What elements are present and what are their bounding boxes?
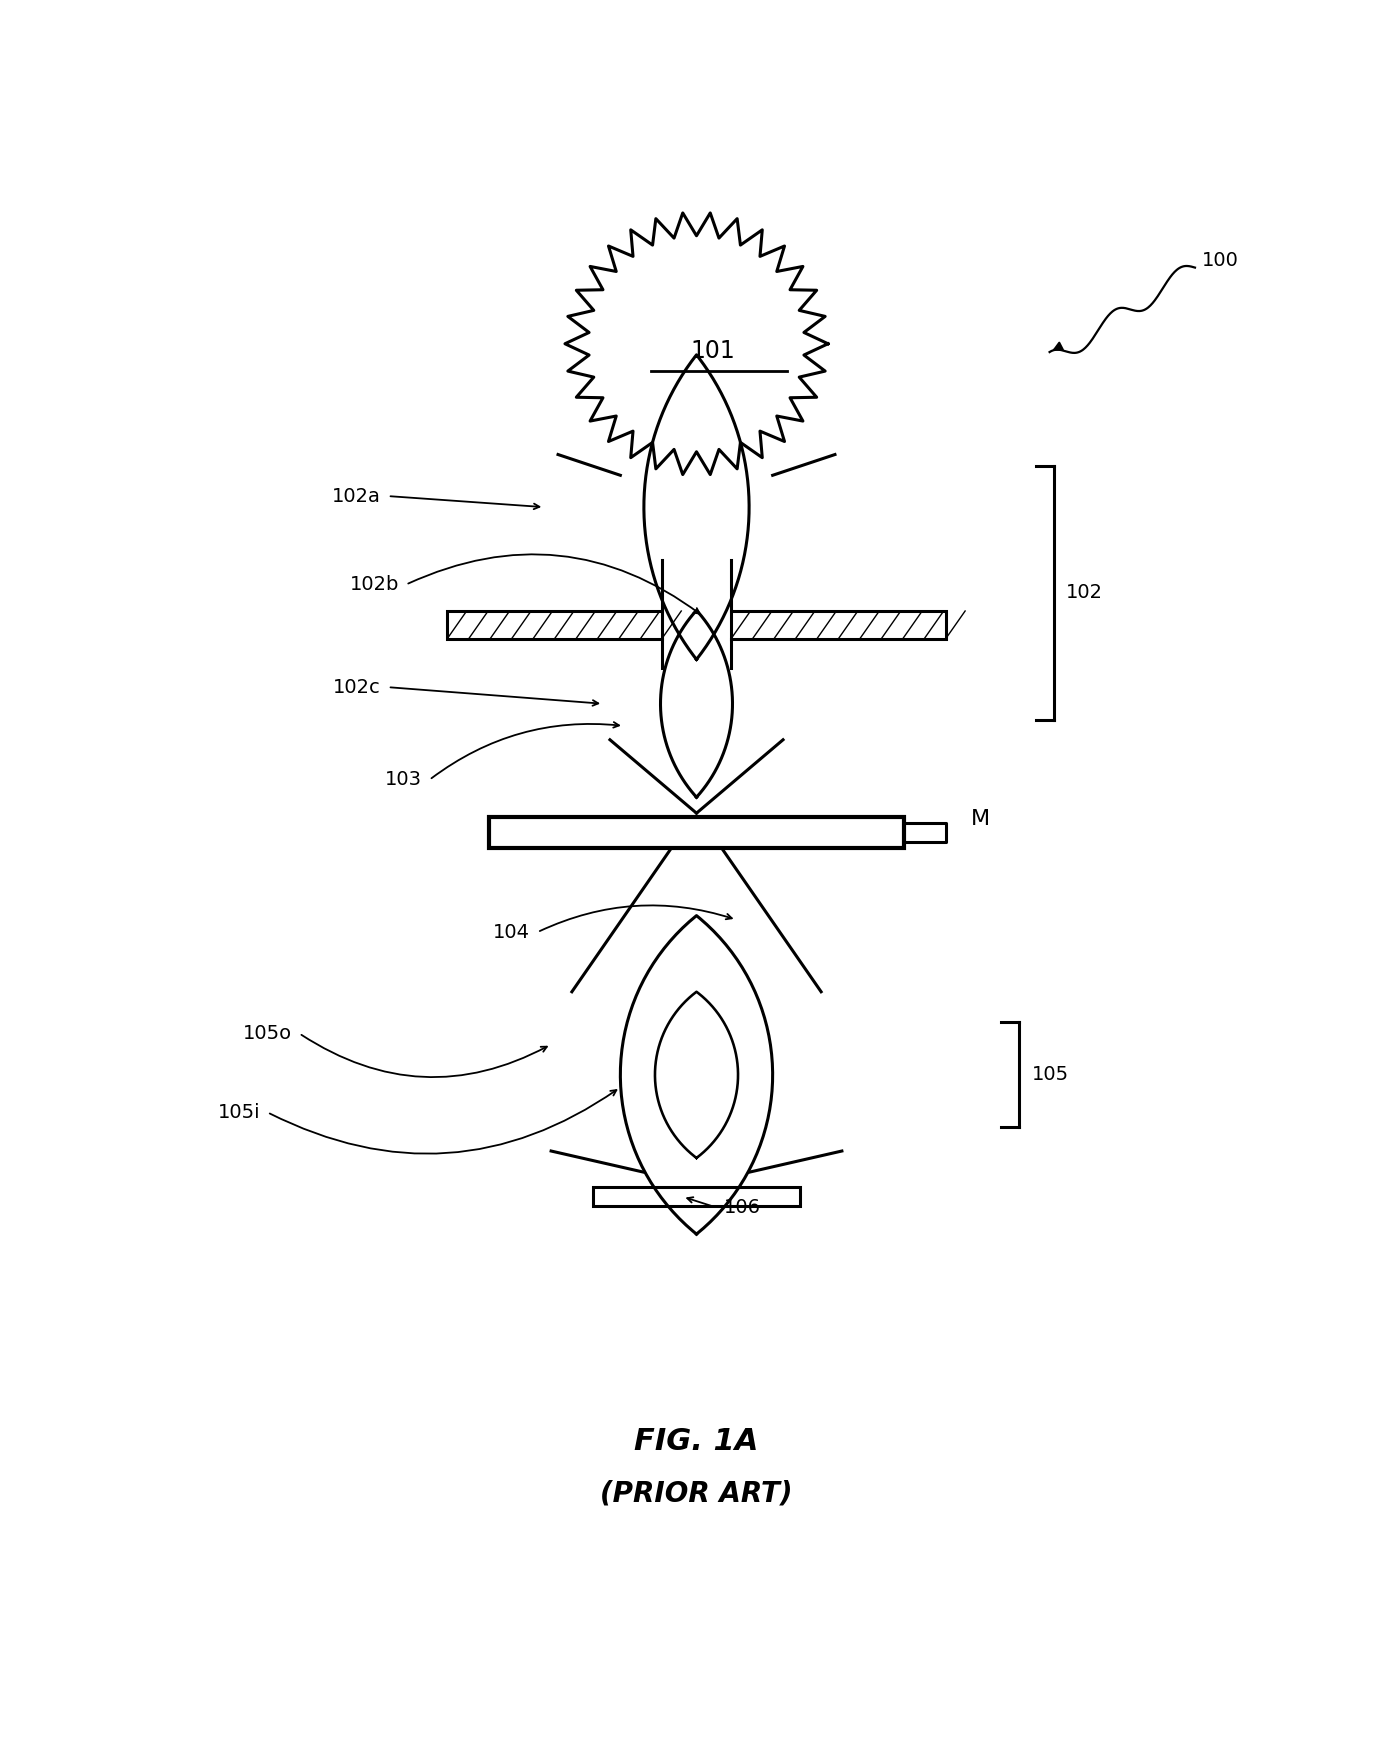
Text: 102a: 102a [332,486,380,506]
Text: 105: 105 [1032,1066,1068,1084]
Text: 105o: 105o [242,1024,293,1043]
Polygon shape [644,354,749,659]
Text: 106: 106 [724,1198,761,1218]
Text: 102c: 102c [333,678,380,696]
Text: M: M [971,809,990,828]
Text: 102: 102 [1066,583,1103,603]
Polygon shape [660,610,733,796]
Text: FIG. 1A: FIG. 1A [634,1427,759,1455]
Bar [731,611,946,638]
Text: 105i: 105i [217,1103,260,1122]
Text: 104: 104 [493,923,531,941]
Text: 101: 101 [691,338,736,363]
Text: 103: 103 [386,770,422,789]
Bar [489,818,904,848]
Polygon shape [566,213,827,474]
Text: 102b: 102b [350,574,398,594]
Text: 100: 100 [1202,252,1238,270]
Bar [592,1188,801,1207]
Polygon shape [620,916,773,1233]
Text: (PRIOR ART): (PRIOR ART) [600,1478,793,1507]
Bar [447,611,662,638]
